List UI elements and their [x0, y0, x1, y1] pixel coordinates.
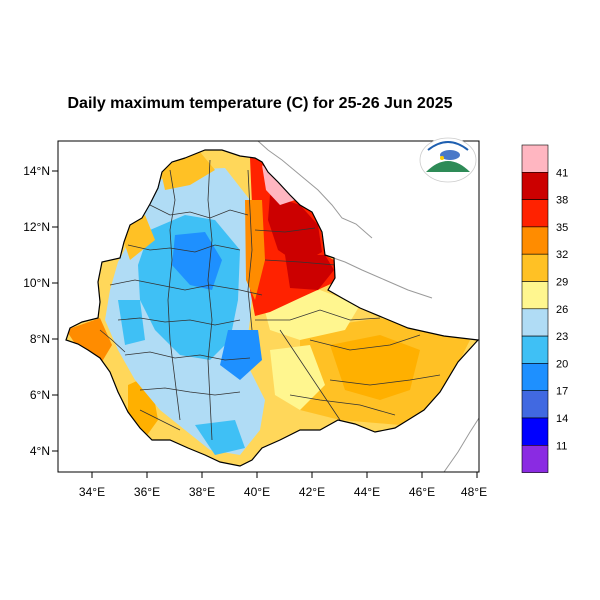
colorbar-swatch [521, 417, 549, 446]
y-tick-label: 12°N [23, 220, 50, 234]
x-tick-label: 38°E [189, 485, 215, 499]
colorbar-label: 32 [556, 249, 568, 261]
colorbar-swatch [521, 199, 549, 228]
y-tick-label: 6°N [30, 388, 50, 402]
y-tick-labels: 14°N 12°N 10°N 8°N 6°N 4°N [23, 164, 50, 458]
colorbar-label: 29 [556, 277, 568, 289]
colorbar-label: 41 [556, 167, 568, 179]
x-tick-labels: 34°E 36°E 38°E 40°E 42°E 44°E 46°E 48°E [79, 485, 487, 499]
colorbar-label: 20 [556, 358, 568, 370]
axis-ticks [52, 170, 478, 478]
colorbar: 41 38 35 32 29 26 23 20 17 14 11 [521, 144, 568, 473]
x-tick-label: 46°E [409, 485, 435, 499]
colorbar-swatch [521, 308, 549, 337]
region-boundaries [99, 159, 441, 441]
colorbar-swatch [521, 253, 549, 282]
plot-frame [57, 140, 480, 473]
agency-logo [419, 137, 477, 183]
colorbar-swatch [521, 172, 549, 200]
y-tick-label: 14°N [23, 164, 50, 178]
colorbar-label: 11 [556, 440, 567, 452]
x-tick-label: 34°E [79, 485, 105, 499]
y-tick-label: 10°N [23, 276, 50, 290]
colorbar-swatch [521, 444, 549, 473]
colorbar-label: 35 [556, 222, 568, 234]
x-tick-label: 40°E [244, 485, 270, 499]
colorbar-swatch [521, 335, 549, 364]
colorbar-label: 17 [556, 386, 568, 398]
map-title: Daily maximum temperature (C) for 25-26 … [67, 95, 453, 112]
colorbar-swatch [521, 144, 549, 173]
neighbor-borders [257, 141, 479, 472]
colorbar-swatch [521, 226, 549, 255]
colorbar-label: 26 [556, 304, 568, 316]
y-tick-label: 4°N [30, 444, 50, 458]
x-tick-label: 36°E [134, 485, 160, 499]
colorbar-swatch [521, 363, 549, 391]
x-tick-label: 42°E [299, 485, 325, 499]
colorbar-label: 38 [556, 195, 568, 207]
colorbar-swatch [521, 390, 549, 419]
y-tick-label: 8°N [30, 332, 50, 346]
colorbar-swatch [521, 281, 549, 310]
x-tick-label: 44°E [354, 485, 380, 499]
colorbar-label: 14 [556, 413, 568, 425]
x-tick-label: 48°E [461, 485, 487, 499]
colorbar-label: 23 [556, 331, 568, 343]
